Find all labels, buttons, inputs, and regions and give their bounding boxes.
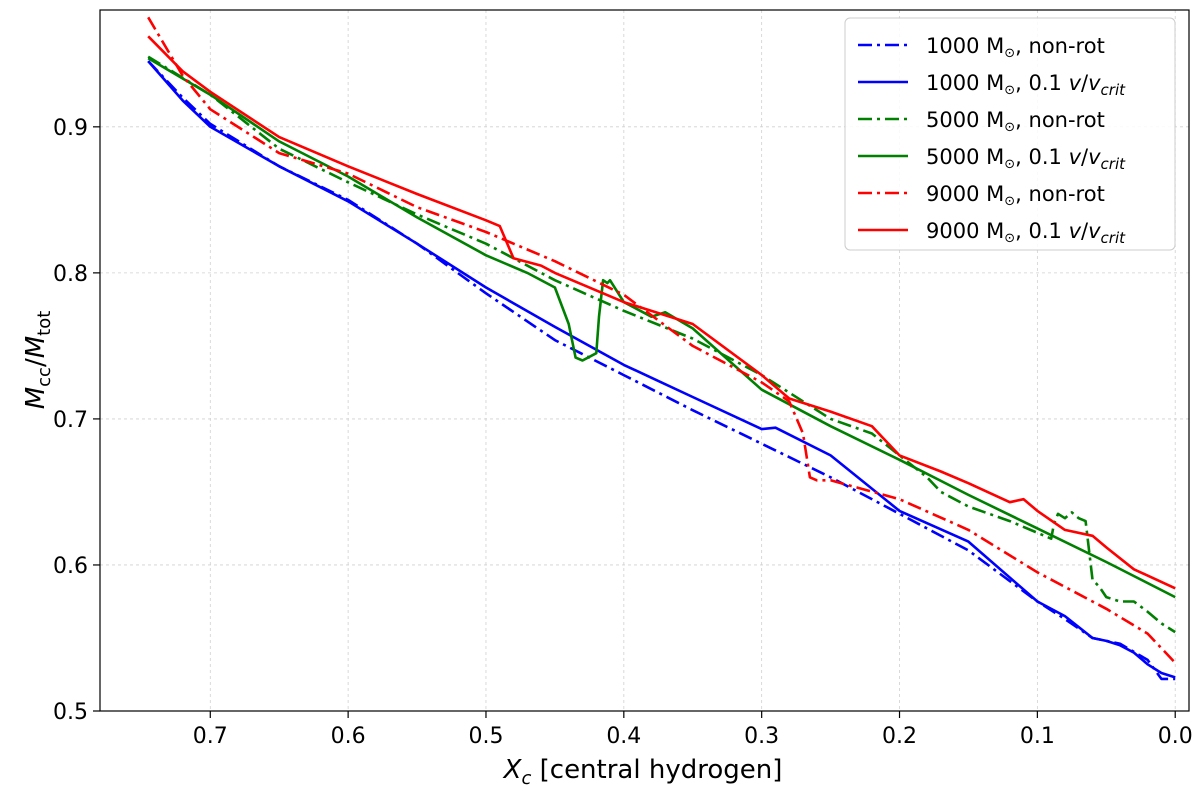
series-line-2 — [147, 60, 1176, 679]
y-tick-label: 0.7 — [53, 408, 88, 433]
legend-label: 9000 M⊙, non-rot — [926, 182, 1105, 209]
series-line-3 — [147, 55, 1176, 634]
x-tick-label: 0.3 — [744, 724, 779, 749]
y-tick-label: 0.6 — [53, 554, 88, 579]
x-tick-label: 0.5 — [468, 724, 503, 749]
legend-label: 5000 M⊙, 0.1 v/vcrit — [926, 145, 1126, 173]
x-tick-label: 0.6 — [331, 724, 366, 749]
series-line-6 — [147, 35, 1176, 590]
x-axis-label: Xc [central hydrogen] — [502, 755, 783, 789]
series-group — [147, 16, 1177, 681]
series-line-5 — [147, 16, 1177, 664]
legend-label: 5000 M⊙, non-rot — [926, 108, 1105, 135]
y-axis-label: Mcc/Mtot — [21, 311, 55, 410]
x-tick-label: 0.0 — [1158, 724, 1193, 749]
series-line-4 — [147, 57, 1176, 599]
legend-label: 9000 M⊙, 0.1 v/vcrit — [926, 219, 1126, 247]
legend-box — [844, 17, 1176, 251]
y-tick-label: 0.9 — [53, 116, 88, 141]
x-tick-label: 0.2 — [882, 724, 917, 749]
legend: 1000 M⊙, non-rot 1000 M⊙, 0.1 v/vcrit 5000… — [844, 17, 1176, 251]
axis-ticks: 0.7 0.6 0.5 0.4 0.3 0.2 0.1 0.0 0.5 0.6 0.7 0.8 0.9 — [53, 116, 1193, 749]
plot-frame — [99, 9, 1190, 712]
x-tick-label: 0.1 — [1020, 724, 1055, 749]
legend-label: 1000 M⊙, non-rot — [926, 34, 1105, 61]
legend-label: 1000 M⊙, 0.1 v/vcrit — [926, 71, 1126, 99]
y-tick-label: 0.5 — [53, 700, 88, 725]
x-tick-label: 0.7 — [193, 724, 228, 749]
y-tick-label: 0.8 — [53, 262, 88, 287]
x-tick-label: 0.4 — [606, 724, 641, 749]
